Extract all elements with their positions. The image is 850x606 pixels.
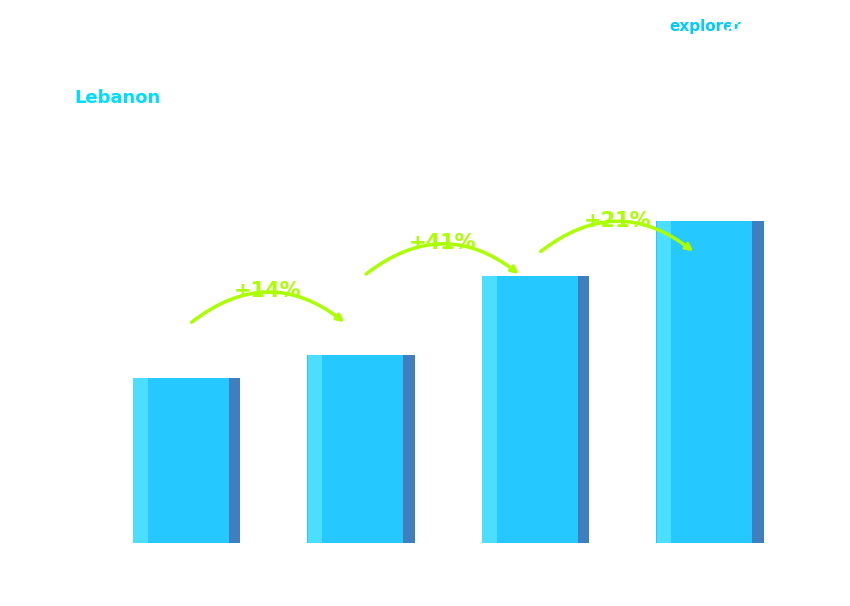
Text: Lebanon: Lebanon <box>74 89 160 107</box>
Bar <box>752 221 764 542</box>
Bar <box>482 276 578 542</box>
Text: explorer: explorer <box>669 19 741 35</box>
Bar <box>133 378 229 542</box>
Bar <box>403 355 415 542</box>
Text: High School: High School <box>130 568 231 584</box>
Text: Salary Comparison By Education: Salary Comparison By Education <box>74 6 582 35</box>
Text: .com: .com <box>724 19 765 35</box>
Text: Art Director: Art Director <box>74 59 179 77</box>
Text: +14%: +14% <box>235 281 302 301</box>
Text: Master's
Degree: Master's Degree <box>667 568 741 601</box>
Text: Certificate or
Diploma: Certificate or Diploma <box>298 568 412 601</box>
Bar <box>657 221 672 542</box>
Bar <box>133 378 148 542</box>
Text: 11,200,000 LBP: 11,200,000 LBP <box>182 333 298 345</box>
Text: 19,200,000 LBP: 19,200,000 LBP <box>648 198 764 211</box>
Text: 9,850,000 LBP: 9,850,000 LBP <box>16 355 124 368</box>
Bar <box>308 355 322 542</box>
Bar <box>307 355 403 542</box>
Text: salary: salary <box>611 19 664 35</box>
Bar <box>656 221 752 542</box>
Bar <box>229 378 241 542</box>
Text: Average Monthly Salary: Average Monthly Salary <box>834 227 844 360</box>
Text: 15,900,000 LBP: 15,900,000 LBP <box>473 254 590 267</box>
Text: +21%: +21% <box>583 211 651 231</box>
Bar <box>578 276 589 542</box>
Bar <box>482 276 496 542</box>
Text: Bachelor's
Degree: Bachelor's Degree <box>485 568 575 601</box>
Text: +41%: +41% <box>409 233 476 253</box>
